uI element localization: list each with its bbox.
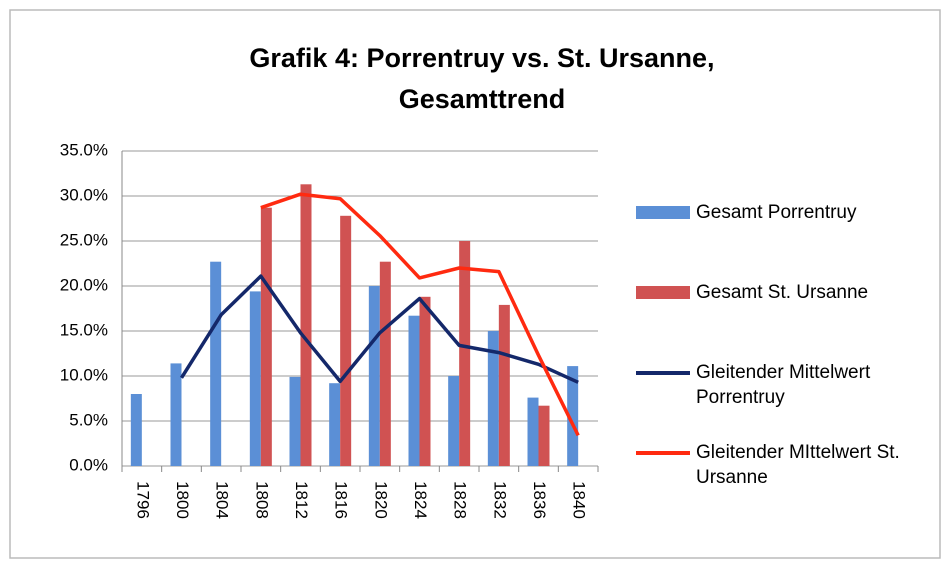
bar <box>340 215 352 466</box>
y-tick-label: 20.0% <box>60 275 108 294</box>
bar <box>567 366 579 466</box>
bar <box>498 304 510 466</box>
bar <box>527 397 539 466</box>
y-tick-label: 25.0% <box>60 230 108 249</box>
x-tick-label: 1840 <box>570 481 589 519</box>
y-tick-label: 35.0% <box>60 140 108 159</box>
bar <box>260 207 272 466</box>
y-tick-label: 30.0% <box>60 185 108 204</box>
line <box>180 274 579 384</box>
y-tick-label: 15.0% <box>60 320 108 339</box>
y-tick-label: 10.0% <box>60 365 108 384</box>
bar <box>379 261 391 466</box>
legend-swatch <box>636 451 690 455</box>
bar <box>368 286 380 466</box>
bar <box>300 184 312 467</box>
bar <box>419 296 431 466</box>
legend-item: Gleitender MIttelwert St. Ursanne <box>636 440 936 490</box>
bar <box>487 331 499 466</box>
x-tick-label: 1832 <box>490 481 509 519</box>
line <box>260 192 580 437</box>
bar <box>210 261 222 466</box>
bar <box>408 315 420 466</box>
legend-label: Gesamt Porrentruy <box>696 202 857 223</box>
x-tick-label: 1812 <box>292 481 311 519</box>
x-tick-label: 1836 <box>530 481 549 519</box>
bar <box>459 241 471 466</box>
bar <box>289 376 301 466</box>
legend-item: Gesamt Porrentruy <box>636 200 936 225</box>
legend-swatch <box>636 371 690 375</box>
legend-label: Gleitender Mittelwert Porrentruy <box>696 362 871 408</box>
bar <box>170 363 182 466</box>
x-tick-label: 1824 <box>411 481 430 519</box>
legend-swatch <box>636 206 690 219</box>
x-tick-label: 1828 <box>451 481 470 519</box>
legend-swatch <box>636 286 690 299</box>
x-tick-label: 1804 <box>213 481 232 519</box>
bar <box>538 405 550 466</box>
bar <box>329 383 341 466</box>
bar <box>130 394 142 466</box>
chart-frame <box>9 9 941 559</box>
bar <box>249 291 261 466</box>
chart-title: Grafik 4: Porrentruy vs. St. Ursanne, <box>249 43 714 73</box>
legend-item: Gesamt St. Ursanne <box>636 280 936 305</box>
legend-label: Gesamt St. Ursanne <box>696 282 869 303</box>
x-tick-label: 1800 <box>173 481 192 519</box>
y-tick-label: 0.0% <box>69 455 108 474</box>
legend-item: Gleitender Mittelwert Porrentruy <box>636 360 936 410</box>
legend-label: Gleitender MIttelwert St. Ursanne <box>696 442 900 488</box>
bar <box>448 376 460 466</box>
y-tick-label: 5.0% <box>69 410 108 429</box>
x-tick-label: 1816 <box>332 481 351 519</box>
x-tick-label: 1796 <box>133 481 152 519</box>
chart-title: Gesamttrend <box>399 84 566 114</box>
x-tick-label: 1820 <box>371 481 390 519</box>
x-tick-label: 1808 <box>252 481 271 519</box>
